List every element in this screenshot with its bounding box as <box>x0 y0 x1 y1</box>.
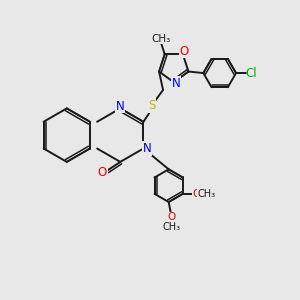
Text: CH₃: CH₃ <box>198 189 216 199</box>
Text: N: N <box>172 76 181 90</box>
Text: O: O <box>167 212 175 223</box>
Text: O: O <box>192 189 201 199</box>
Text: CH₃: CH₃ <box>152 34 171 44</box>
Text: N: N <box>142 142 152 155</box>
Text: O: O <box>179 45 189 58</box>
Text: O: O <box>98 166 107 179</box>
Text: Cl: Cl <box>245 67 257 80</box>
Text: N: N <box>116 100 125 112</box>
Text: CH₃: CH₃ <box>162 222 180 232</box>
Text: S: S <box>148 99 155 112</box>
